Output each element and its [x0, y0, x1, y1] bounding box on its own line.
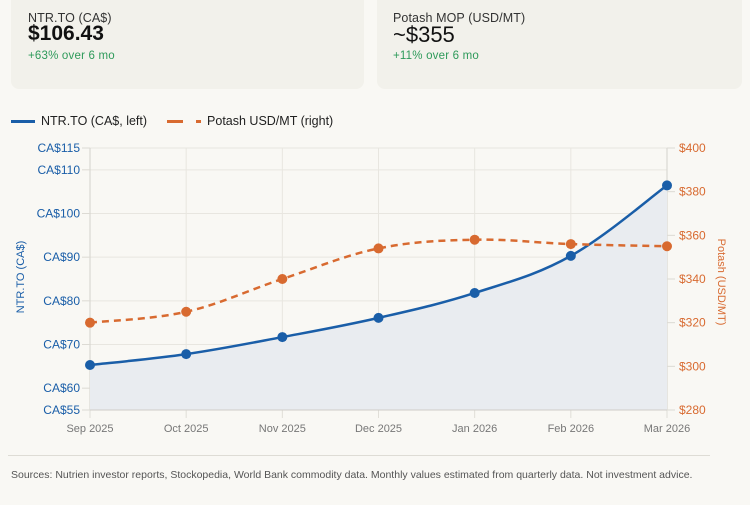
potash-card-delta: +11% over 6 mo	[393, 50, 480, 62]
y-tick-label-right: $320	[679, 316, 706, 330]
x-tick-label: Dec 2025	[355, 423, 402, 435]
legend-swatch-solid-line	[11, 119, 35, 123]
data-point-potash	[373, 243, 384, 254]
x-tick-label: Jan 2026	[452, 423, 497, 435]
y-tick-label-right: $360	[679, 228, 706, 242]
data-point-ntr	[565, 250, 576, 261]
data-point-potash	[469, 234, 480, 245]
data-point-potash	[277, 274, 288, 284]
ntr-area-fill	[90, 185, 667, 410]
x-tick-label: Feb 2026	[548, 423, 594, 435]
series-points	[85, 180, 672, 371]
ntr-card-value: $106.43	[28, 22, 104, 45]
data-point-ntr	[85, 360, 95, 371]
legend-swatch-dashed-line	[167, 119, 202, 123]
y-axis-title-right: Potash (USD/MT)	[715, 239, 727, 326]
axes	[82, 147, 675, 418]
x-tick-label: Sep 2025	[66, 423, 113, 435]
footer-divider	[8, 455, 710, 456]
potash-summary-card: Potash MOP (USD/MT) ~$355 +11% over 6 mo	[377, 0, 742, 89]
data-point-ntr	[469, 287, 480, 298]
legend-label-ntr: NTR.TO (CA$, left)	[41, 114, 148, 128]
x-tick-label: Nov 2025	[259, 423, 306, 435]
y-tick-label-right: $400	[679, 141, 706, 155]
y-tick-label-left: CA$80	[43, 294, 80, 308]
data-point-ntr	[277, 332, 288, 343]
potash-card-label: Potash MOP (USD/MT)	[393, 11, 526, 25]
x-tick-label: Mar 2026	[644, 423, 690, 435]
sources-footnote: Sources: Nutrien investor reports, Stock…	[11, 469, 693, 481]
y-tick-label-right: $300	[679, 359, 706, 373]
potash-card-value: ~$355	[393, 22, 455, 47]
y-tick-label-left: CA$115	[38, 141, 81, 155]
axis-labels: CA$115 CA$110 CA$100 CA$90 CA$80 CA$70 CA$60 CA…	[15, 141, 727, 435]
chart-legend: NTR.TO (CA$, left) Potash USD/MT (right)	[11, 114, 353, 128]
data-point-potash	[662, 241, 672, 252]
y-tick-label-left: CA$110	[38, 163, 81, 177]
ntr-card-label: NTR.TO (CA$)	[28, 11, 112, 25]
data-point-ntr	[373, 312, 384, 323]
data-point-ntr	[662, 180, 672, 191]
y-tick-label-left: CA$100	[37, 207, 81, 221]
y-tick-label-left: CA$60	[43, 381, 80, 395]
data-point-potash	[565, 239, 576, 250]
ntr-summary-card: NTR.TO (CA$) $106.43 +63% over 6 mo	[11, 0, 364, 89]
data-point-ntr	[181, 349, 192, 360]
y-tick-label-right: $380	[679, 185, 706, 199]
y-tick-label-right: $280	[679, 403, 706, 417]
area-fill-ntr	[90, 185, 667, 410]
y-tick-label-left: CA$90	[43, 250, 80, 264]
legend-item-ntr[interactable]: NTR.TO (CA$, left)	[11, 114, 147, 128]
data-point-potash	[181, 306, 192, 317]
legend-item-potash[interactable]: Potash USD/MT (right)	[167, 114, 333, 128]
ntr-card-delta: +63% over 6 mo	[28, 50, 115, 62]
legend-label-potash: Potash USD/MT (right)	[207, 114, 334, 128]
y-axis-title-left: NTR.TO (CA$)	[15, 241, 27, 314]
y-tick-label-left: CA$55	[43, 403, 80, 417]
data-point-potash	[85, 317, 95, 328]
x-tick-label: Oct 2025	[164, 423, 209, 435]
y-tick-label-right: $340	[679, 272, 706, 286]
y-tick-label-left: CA$70	[43, 338, 80, 352]
